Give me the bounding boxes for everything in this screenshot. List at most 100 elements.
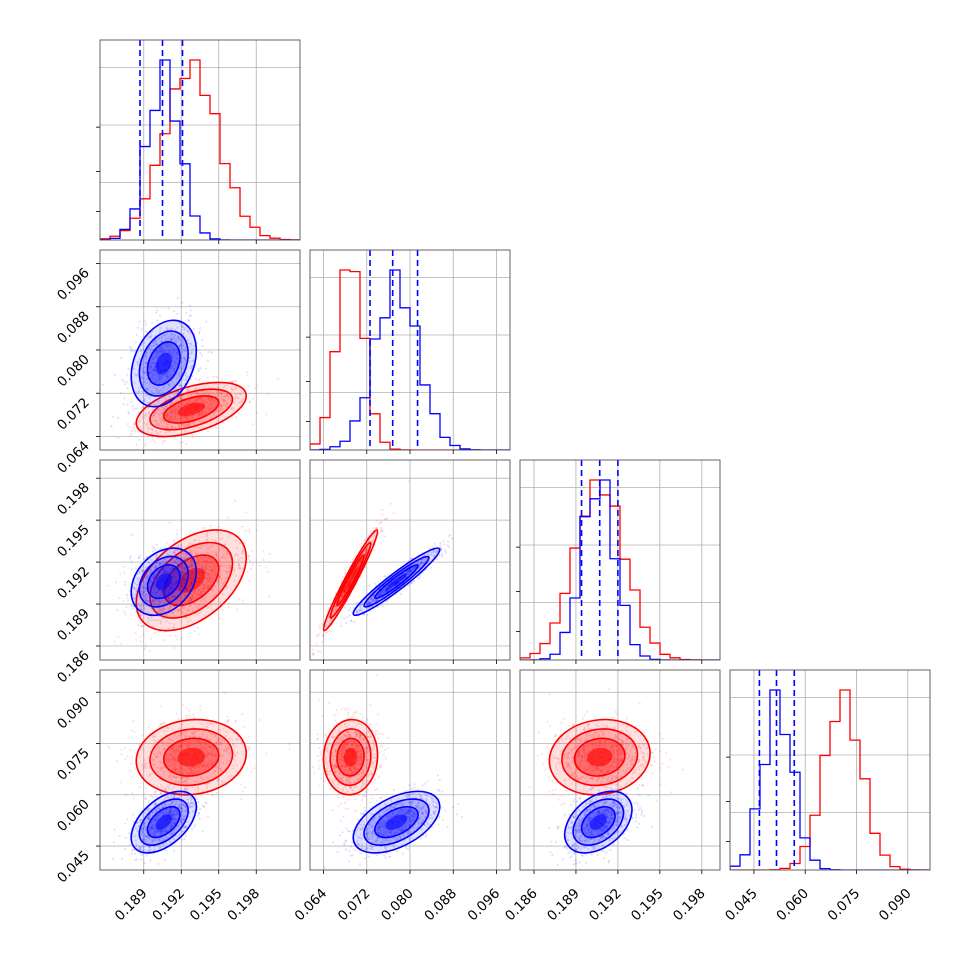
scatter-point: [201, 723, 205, 726]
scatter-point: [181, 593, 185, 596]
scatter-point: [188, 564, 191, 567]
scatter-point: [174, 769, 177, 772]
scatter-point: [152, 618, 155, 621]
scatter-point: [127, 411, 130, 414]
scatter-point: [158, 571, 161, 574]
scatter-point: [364, 549, 367, 552]
scatter-point: [199, 593, 202, 596]
scatter-point: [116, 416, 119, 419]
scatter-point: [429, 566, 432, 569]
scatter-point: [155, 755, 159, 758]
scatter-point: [174, 337, 177, 340]
scatter-point: [268, 552, 271, 556]
scatter-point: [172, 623, 176, 626]
scatter-point: [158, 424, 161, 427]
scatter-point: [171, 585, 174, 588]
scatter-point: [182, 360, 185, 363]
scatter-point: [137, 363, 140, 366]
scatter-point: [157, 570, 160, 573]
scatter-point: [178, 373, 181, 376]
scatter-point: [221, 537, 224, 540]
scatter-point: [215, 555, 218, 558]
scatter-point: [177, 564, 180, 567]
scatter-point: [157, 600, 160, 603]
scatter-point: [419, 563, 423, 566]
scatter-point: [152, 735, 155, 738]
scatter-point: [191, 596, 194, 599]
scatter-point: [180, 741, 183, 744]
scatter-point: [191, 347, 194, 350]
scatter-point: [145, 387, 149, 390]
scatter-point: [368, 599, 371, 602]
scatter-point: [190, 415, 193, 418]
scatter-point: [209, 407, 212, 410]
scatter-point: [141, 570, 144, 573]
scatter-point: [142, 604, 145, 607]
scatter-point: [161, 350, 164, 353]
scatter-point: [191, 421, 194, 424]
scatter-point: [193, 766, 196, 769]
scatter-point: [207, 397, 210, 401]
scatter-point: [188, 320, 191, 323]
scatter-point: [167, 597, 170, 601]
scatter-point: [165, 407, 168, 410]
scatter-point: [184, 734, 187, 737]
scatter-point: [201, 410, 204, 413]
scatter-point: [138, 624, 141, 628]
density-fill-1-3: [155, 352, 172, 375]
scatter-point: [198, 540, 201, 544]
scatter-point: [163, 569, 166, 572]
scatter-point: [181, 325, 184, 328]
scatter-point: [378, 592, 381, 595]
scatter-point: [207, 586, 210, 589]
scatter-point: [142, 633, 145, 636]
scatter-point: [143, 608, 146, 611]
scatter-point: [184, 362, 187, 365]
scatter-point: [175, 776, 178, 779]
scatter-point: [171, 748, 174, 751]
scatter-point: [145, 645, 148, 648]
scatter-point: [147, 338, 150, 341]
contour-0-2: [162, 554, 220, 607]
scatter-point: [173, 426, 176, 429]
scatter-point: [184, 443, 188, 446]
scatter-point: [227, 396, 230, 399]
scatter-point: [181, 402, 184, 405]
scatter-point: [154, 340, 157, 343]
scatter-point: [418, 574, 421, 578]
scatter-point: [214, 375, 217, 378]
scatter-point: [169, 586, 172, 589]
scatter-point: [149, 351, 152, 354]
scatter-point: [178, 345, 181, 348]
scatter-point: [130, 533, 133, 536]
scatter-point: [174, 410, 177, 413]
scatter-point: [165, 398, 168, 401]
scatter-point: [132, 426, 135, 429]
scatter-point: [167, 553, 170, 556]
scatter-point: [362, 613, 365, 616]
scatter-point: [367, 601, 370, 604]
scatter-point: [440, 547, 443, 550]
scatter-point: [199, 367, 202, 370]
scatter-point: [152, 341, 155, 344]
scatter-point: [409, 570, 412, 573]
scatter-point: [267, 570, 270, 574]
scatter-point: [355, 610, 358, 613]
scatter-point: [165, 559, 168, 562]
scatter-point: [235, 553, 238, 556]
scatter-point: [225, 402, 228, 405]
scatter-point: [177, 589, 180, 592]
scatter-point: [172, 356, 175, 359]
scatter-point: [212, 567, 215, 570]
scatter-point: [204, 385, 207, 388]
scatter-point: [172, 750, 175, 753]
scatter-point: [172, 756, 175, 759]
scatter-point: [370, 597, 373, 601]
scatter-point: [165, 373, 169, 376]
scatter-point: [137, 753, 140, 756]
scatter-point: [200, 745, 203, 748]
scatter-point: [141, 593, 144, 596]
scatter-point: [160, 340, 163, 343]
scatter-point: [170, 338, 173, 341]
scatter-point: [199, 546, 202, 549]
